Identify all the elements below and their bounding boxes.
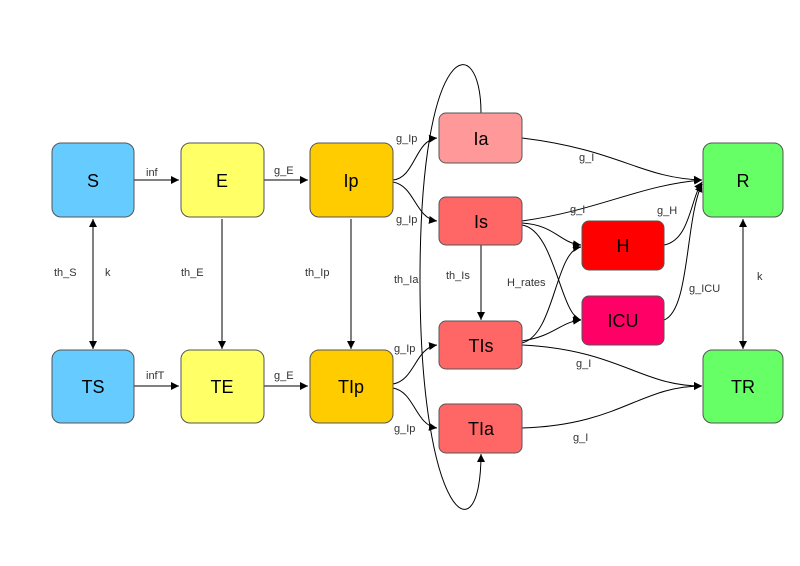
node-is-label: Is	[474, 212, 488, 232]
node-ip-label: Ip	[343, 171, 358, 191]
node-s-box	[51, 142, 135, 218]
node-tip: TIp	[309, 349, 394, 424]
node-te-label: TE	[210, 377, 233, 397]
edge-tia-tr	[521, 382, 703, 429]
node-e-label: E	[216, 171, 228, 191]
node-is-box	[438, 196, 523, 246]
edge-is-r	[521, 176, 703, 222]
node-ia-box	[438, 112, 523, 164]
label-th-s: th_S	[54, 267, 77, 279]
node-ts-box	[51, 349, 135, 424]
edge-ia-r	[521, 137, 703, 184]
node-s-label: S	[87, 171, 99, 191]
label-g-h: g_H	[657, 205, 677, 217]
label-k-left: k	[105, 267, 111, 279]
node-tr: TR	[702, 349, 784, 424]
edge-is-h	[521, 222, 582, 249]
label-th-ia: th_Ia	[394, 274, 419, 286]
node-tia-label: TIa	[468, 419, 495, 439]
edge-is-icu	[521, 224, 582, 323]
edge-tis-h	[521, 243, 582, 344]
label-g-e-top: g_E	[274, 165, 294, 177]
edge-ip-ia	[392, 134, 438, 181]
node-ts-label: TS	[81, 377, 104, 397]
node-tis-label: TIs	[469, 336, 494, 356]
label-inf: inf	[146, 167, 159, 179]
label-g-i-is: g_I	[570, 204, 585, 216]
edge-tis-icu	[521, 316, 582, 342]
label-inft: infT	[146, 370, 165, 382]
node-s: S	[51, 142, 135, 218]
node-is: Is	[438, 196, 523, 246]
nodes: S E Ip Ia Is H ICU R	[51, 112, 784, 454]
node-e-box	[180, 142, 265, 218]
node-icu-label: ICU	[608, 311, 639, 331]
label-h-rates: H_rates	[507, 277, 546, 289]
node-tia: TIa	[438, 403, 523, 454]
edge-icu-r	[663, 183, 703, 321]
node-r-box	[702, 142, 784, 218]
label-th-is: th_Is	[446, 270, 470, 282]
node-h: H	[581, 220, 665, 271]
node-ip-box	[309, 142, 394, 218]
node-icu-box	[581, 295, 665, 346]
node-tis-box	[438, 320, 523, 370]
label-k-right: k	[757, 271, 763, 283]
label-g-ip-is: g_Ip	[396, 214, 417, 226]
label-g-ip-ia: g_Ip	[396, 133, 417, 145]
node-ia: Ia	[438, 112, 523, 164]
node-te-box	[180, 349, 265, 424]
label-g-icu: g_ICU	[689, 283, 720, 295]
edge-tip-tis	[392, 342, 438, 385]
edge-tis-tr	[521, 344, 703, 390]
node-icu: ICU	[581, 295, 665, 346]
node-tip-label: TIp	[338, 377, 364, 397]
node-tis: TIs	[438, 320, 523, 370]
edge-ia-tia-loop	[419, 64, 485, 510]
node-r-label: R	[737, 171, 750, 191]
node-h-box	[581, 220, 665, 271]
label-th-e: th_E	[181, 267, 204, 279]
node-e: E	[180, 142, 265, 218]
label-g-e-bottom: g_E	[274, 370, 294, 382]
edge-tip-tia	[392, 387, 438, 431]
node-r: R	[702, 142, 784, 218]
label-g-i-tia: g_I	[573, 432, 588, 444]
node-ip: Ip	[309, 142, 394, 218]
edges	[89, 64, 747, 510]
label-g-ip-tis: g_Ip	[394, 343, 415, 355]
label-g-i-ia: g_I	[579, 152, 594, 164]
node-tip-box	[309, 349, 394, 424]
label-g-ip-tia: g_Ip	[394, 423, 415, 435]
edge-ip-is	[392, 181, 438, 224]
node-te: TE	[180, 349, 265, 424]
node-ts: TS	[51, 349, 135, 424]
node-tr-box	[702, 349, 784, 424]
label-th-ip: th_Ip	[305, 267, 329, 279]
edge-labels: inf g_E g_Ip g_Ip g_I g_I g_H H_rates g_…	[54, 133, 763, 444]
node-ia-label: Ia	[473, 129, 489, 149]
node-h-label: H	[617, 236, 630, 256]
node-tia-box	[438, 403, 523, 454]
label-g-i-tis: g_I	[576, 358, 591, 370]
node-tr-label: TR	[731, 377, 755, 397]
